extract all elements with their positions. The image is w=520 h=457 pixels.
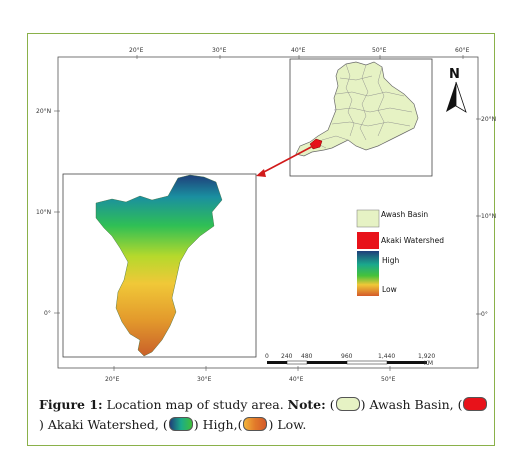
top-lon-tick: 50°E <box>372 47 387 54</box>
legend-swatch-basin <box>356 209 380 228</box>
akaki-dem-raster <box>95 174 223 357</box>
map-neatline <box>57 56 479 369</box>
caption-text: Location map of study area. <box>102 397 288 412</box>
left-lat-tick: 20°N <box>36 108 51 115</box>
legend-label-high: High <box>382 256 399 265</box>
scale-unit: KM <box>424 360 433 367</box>
scale-label: 240 <box>281 353 293 360</box>
caption-swatch-high <box>168 417 193 431</box>
legend-dem-ramp <box>357 251 379 296</box>
top-lon-tick: 40°E <box>291 47 306 54</box>
scale-bar: 0 240 480 960 1,440 1,920 KM <box>265 353 435 367</box>
bottom-lon-tick: 30°E <box>197 376 212 383</box>
top-lon-ticks: 20°E 30°E 40°E 50°E 60°E <box>129 47 470 59</box>
top-lon-tick: 30°E <box>212 47 227 54</box>
scale-label: 960 <box>341 353 353 360</box>
scale-label: 1,920 <box>418 353 435 360</box>
caption-figure-label: Figure 1: <box>39 397 103 412</box>
north-arrow: N <box>446 67 467 113</box>
caption-low-text: Low. <box>273 417 307 432</box>
top-lon-tick: 60°E <box>455 47 470 54</box>
pointer-arrowhead <box>256 169 266 177</box>
legend-label-low: Low <box>382 285 397 294</box>
bottom-lon-ticks: 20°E 30°E 40°E 50°E <box>105 366 396 383</box>
scale-label: 480 <box>301 353 313 360</box>
pointer-arrow <box>261 144 316 174</box>
figure-caption: Figure 1: Location map of study area. No… <box>39 395 489 435</box>
right-lat-tick: 10°N <box>481 213 496 220</box>
left-lat-tick: 0° <box>44 310 51 317</box>
map-legend: Awash Basin Akaki Watershed High Low <box>356 209 444 296</box>
legend-swatch-akaki <box>357 232 379 249</box>
legend-label-basin: Awash Basin <box>381 210 428 219</box>
bottom-lon-tick: 40°E <box>289 376 304 383</box>
left-lat-tick: 10°N <box>36 209 51 216</box>
scale-label: 0 <box>265 353 269 360</box>
legend-label-akaki: Akaki Watershed <box>381 236 444 245</box>
caption-basin-text: Awash Basin, <box>365 397 458 412</box>
caption-high-text: High, <box>198 417 238 432</box>
location-map: 20°E 30°E 40°E 50°E 60°E 20°E 30°E 40°E … <box>36 47 496 383</box>
top-lon-tick: 20°E <box>129 47 144 54</box>
caption-akaki-text: Akaki Watershed, <box>47 417 163 432</box>
caption-note-label: Note: <box>287 397 326 412</box>
caption-swatch-low <box>243 417 268 431</box>
north-label: N <box>449 67 460 82</box>
left-lat-ticks: 20°N 10°N 0° <box>36 108 60 317</box>
bottom-lon-tick: 20°E <box>105 376 120 383</box>
subbasin-lines <box>307 63 413 149</box>
right-lat-ticks: 20°N 10°N 0° <box>476 116 496 318</box>
caption-swatch-akaki <box>463 397 488 411</box>
right-lat-tick: 0° <box>481 311 488 318</box>
scale-label: 1,440 <box>378 353 395 360</box>
right-lat-tick: 20°N <box>481 116 496 123</box>
bottom-lon-tick: 50°E <box>381 376 396 383</box>
caption-swatch-basin <box>335 397 360 411</box>
